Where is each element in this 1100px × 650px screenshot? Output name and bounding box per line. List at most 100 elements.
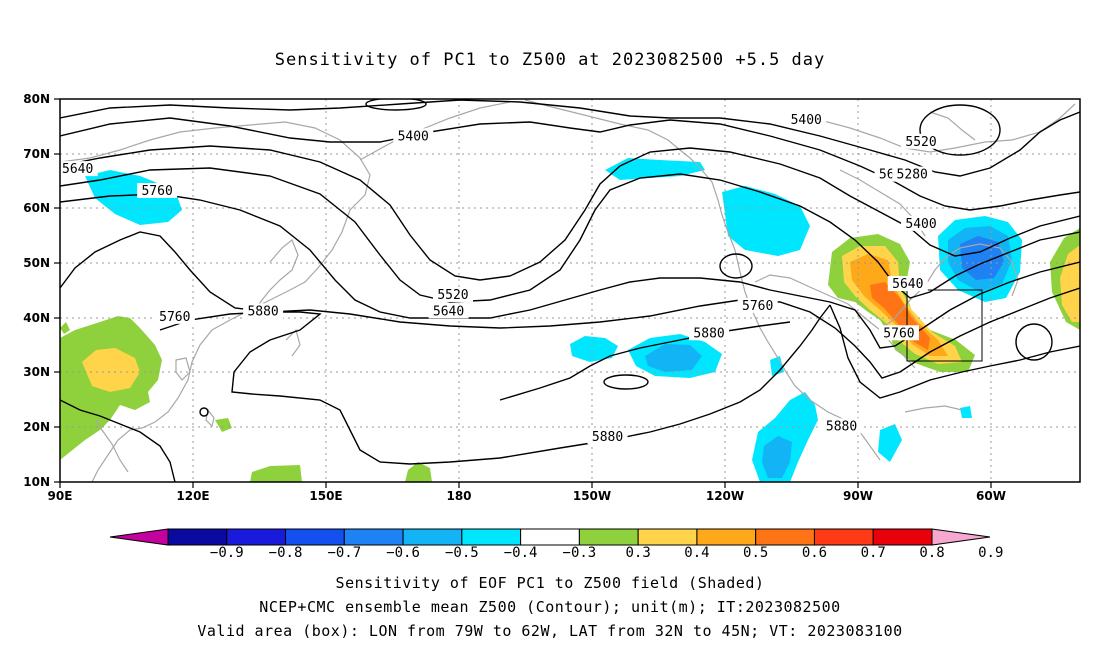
colorbar-swatch <box>226 528 287 546</box>
contour-label: 5760 <box>141 184 172 199</box>
contour-label: 5400 <box>791 113 822 128</box>
contour-label-bg <box>154 308 195 324</box>
contour-label-bg <box>901 133 942 149</box>
contour-label: 5520 <box>905 135 936 150</box>
positive-patch-atlantic-core <box>1060 245 1080 322</box>
contour-labels: 5400540055205640528054005640576055205640… <box>57 111 942 445</box>
contour-label: 5400 <box>398 129 429 144</box>
negative-patch-pacific-2-core <box>645 344 702 372</box>
x-tick-label: 60W <box>976 489 1006 503</box>
colorbar-swatch <box>755 528 815 546</box>
contour-label: 5280 <box>897 168 928 183</box>
contour-label: 5640 <box>892 277 923 292</box>
contour-label-bg <box>57 161 98 177</box>
contour-label-bg <box>786 111 827 127</box>
contour-label-bg <box>428 303 469 319</box>
colorbar-swatch <box>578 528 639 546</box>
positive-patch-small <box>215 418 232 432</box>
y-tick-label: 40N <box>23 311 50 325</box>
colorbar-label: 0.6 <box>802 545 827 561</box>
contour-label-bg <box>587 429 628 445</box>
positive-patch-small <box>60 322 70 334</box>
positive-patch-small <box>405 462 432 482</box>
colorbar-swatch <box>402 528 463 546</box>
contour-label-bg <box>243 303 284 319</box>
colorbar-label: −0.4 <box>504 545 538 561</box>
colorbar-swatch <box>285 528 345 546</box>
y-tick-label: 70N <box>23 147 50 161</box>
negative-patch-small <box>960 406 972 418</box>
y-tick-label: 50N <box>23 256 50 270</box>
positive-patch-asia-core <box>82 348 140 392</box>
negative-patch-canada <box>722 186 810 256</box>
caption-line-1: Sensitivity of EOF PC1 to Z500 field (Sh… <box>335 574 765 592</box>
colorbar-swatch <box>520 528 580 546</box>
contour-label-bg <box>887 276 928 292</box>
colorbar-swatch <box>813 528 874 546</box>
contour-label: 5880 <box>247 304 278 319</box>
contour-label: 5760 <box>742 299 773 314</box>
contour-label: 5880 <box>693 326 724 341</box>
caption-line-2: NCEP+CMC ensemble mean Z500 (Contour); u… <box>259 598 841 616</box>
contour-label: 5520 <box>437 288 468 303</box>
colorbar-label: −0.5 <box>445 545 479 561</box>
colorbar-label: 0.4 <box>684 545 709 561</box>
colorbar-label: 0.7 <box>861 545 886 561</box>
contour-label-bg <box>137 183 178 199</box>
sensitivity-shading <box>60 158 1080 482</box>
x-tick-label: 120E <box>176 489 209 503</box>
axis-ticks <box>54 98 992 488</box>
colorbar-swatch <box>872 528 933 546</box>
negative-patch-small <box>878 424 902 462</box>
map-title: Sensitivity of PC1 to Z500 at 2023082500… <box>274 50 826 70</box>
positive-patch-small <box>250 465 302 482</box>
colorbar-arrow-low <box>109 528 169 546</box>
contour-label-bg <box>821 418 862 434</box>
contour-label-bg <box>689 325 730 341</box>
colorbar-label: −0.3 <box>563 545 597 561</box>
contour-label-bg <box>892 166 933 182</box>
colorbar-label: −0.7 <box>327 545 361 561</box>
y-tick-label: 80N <box>23 92 50 106</box>
x-tick-label: 180 <box>446 489 471 503</box>
colorbar-swatch <box>637 528 698 546</box>
colorbar-swatch <box>167 528 228 546</box>
contour-label-bg <box>878 325 919 341</box>
colorbar-label: −0.9 <box>210 545 244 561</box>
negative-patch-mexico-core <box>762 436 792 478</box>
x-tick-label: 120W <box>706 489 744 503</box>
colorbar-label: 0.9 <box>978 545 1003 561</box>
caption-line-3: Valid area (box): LON from 79W to 62W, L… <box>197 622 903 640</box>
x-tick-label: 90W <box>843 489 873 503</box>
y-tick-label: 30N <box>23 365 50 379</box>
contour-label: 5760 <box>883 326 914 341</box>
x-tick-label: 150W <box>573 489 611 503</box>
contour-label: 5640 <box>62 162 93 177</box>
coastlines <box>60 99 1076 482</box>
colorbar: −0.9 −0.8 −0.7 −0.6 −0.5 −0.4 −0.3 0.3 0.4 0.5 0.6… <box>109 528 1003 561</box>
contour-label: 5880 <box>826 419 857 434</box>
map-grid <box>60 99 1080 482</box>
contour-label: 5880 <box>592 430 623 445</box>
contour-label: 5760 <box>159 310 190 325</box>
contour-label: 5640 <box>433 304 464 319</box>
colorbar-label: 0.8 <box>919 545 944 561</box>
colorbar-label: 0.3 <box>626 545 651 561</box>
y-tick-label: 20N <box>23 420 50 434</box>
contour-label-bg <box>432 286 473 302</box>
contour-label: 5400 <box>905 217 936 232</box>
colorbar-arrow-high <box>931 528 991 546</box>
x-tick-label: 150E <box>309 489 342 503</box>
colorbar-swatch <box>343 528 404 546</box>
contour-label-bg <box>901 215 942 231</box>
colorbar-label: −0.8 <box>269 545 303 561</box>
x-tick-label: 90E <box>48 489 73 503</box>
y-tick-label: 10N <box>23 475 50 489</box>
colorbar-swatch <box>461 528 522 546</box>
colorbar-label: −0.6 <box>386 545 420 561</box>
y-tick-label: 60N <box>23 201 50 215</box>
negative-patch-pacific <box>570 336 618 362</box>
negative-patch-small <box>770 356 784 376</box>
colorbar-swatch <box>696 528 757 546</box>
